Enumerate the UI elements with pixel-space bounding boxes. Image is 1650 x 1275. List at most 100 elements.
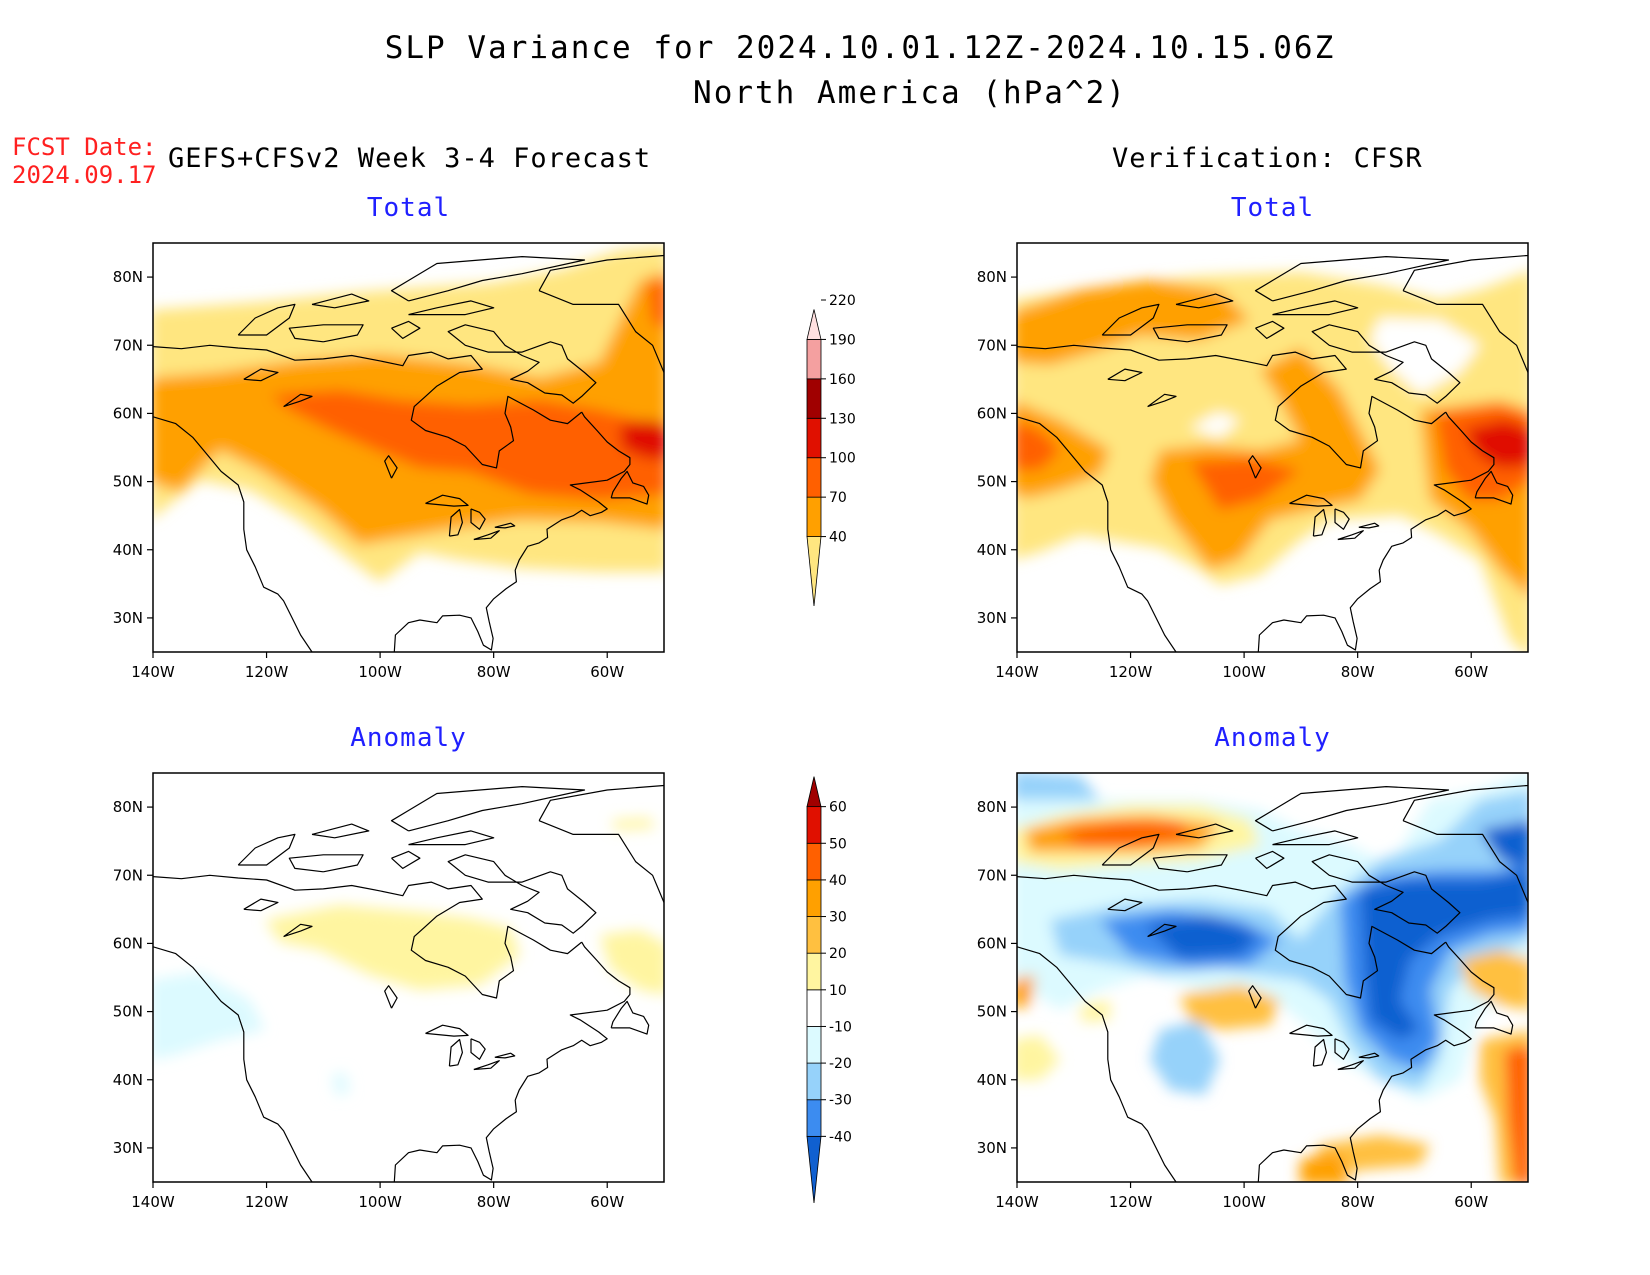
coastline-segment: [1017, 946, 1177, 1182]
lon-tick-label: 60W: [590, 663, 624, 681]
coastline-segment: [1289, 1024, 1333, 1037]
chart-title: SLP Variance for 2024.10.01.12Z-2024.10.…: [384, 30, 1336, 66]
fcst-total-frame: [152, 242, 665, 653]
total-colorbar-swatch: [806, 457, 822, 498]
coastline-segment: [447, 854, 597, 934]
map-frames: [152, 242, 1529, 1183]
lat-tick-label: 80N: [113, 268, 143, 286]
anomaly-colorbar-swatch: [806, 916, 822, 954]
coastline-segment: [470, 1038, 486, 1060]
lon-tick-label: 120W: [1109, 1193, 1153, 1211]
total-colorbar-swatch: [806, 417, 822, 459]
coastline-segment: [473, 1060, 500, 1071]
coastline-segment: [1255, 850, 1285, 869]
lat-tick-label: 30N: [113, 609, 143, 627]
lon-tick-label: 140W: [995, 663, 1039, 681]
lat-tick-label: 70N: [977, 336, 1007, 354]
anomaly-colorbar-label: -30: [829, 1093, 852, 1109]
fcst-anomaly-title: Anomaly: [350, 723, 467, 753]
fcst-date-label: FCST Date:: [12, 133, 157, 161]
coastline-segment: [384, 985, 398, 1009]
coastline-segment: [447, 324, 597, 404]
anomaly-colorbar-label: -40: [829, 1129, 852, 1145]
coastline-segment: [1358, 1052, 1380, 1059]
coastline-segment: [425, 1024, 469, 1037]
anomaly-colorbar-label: 30: [829, 910, 847, 926]
total-colorbar-label: 100: [829, 451, 856, 467]
coastline-segment: [1255, 320, 1285, 339]
total-colorbar-label: 220: [829, 293, 856, 309]
coastline-segment: [1175, 293, 1234, 309]
coastline-segment: [283, 923, 313, 938]
coastline-segment: [237, 833, 296, 866]
lat-tick-label: 30N: [977, 1139, 1007, 1157]
anomaly-colorbar-swatch: [806, 879, 822, 917]
chart-subtitle: North America (hPa^2): [693, 75, 1127, 111]
lon-tick-label: 100W: [1222, 663, 1266, 681]
coastline-segment: [1248, 455, 1262, 479]
coastline-segment: [1147, 393, 1177, 408]
lat-tick-label: 80N: [113, 798, 143, 816]
coastline-segment: [1337, 530, 1364, 541]
lon-tick-label: 120W: [245, 663, 289, 681]
coastline-segment: [1272, 300, 1359, 316]
anomaly-colorbar-swatch: [806, 952, 822, 991]
coastline-segment: [390, 256, 586, 302]
anomaly-colorbar-triangle-high: [806, 776, 822, 808]
lon-tick-label: 60W: [1454, 663, 1488, 681]
lat-tick-label: 30N: [977, 609, 1007, 627]
lat-tick-label: 70N: [113, 866, 143, 884]
coastline-segment: [283, 393, 313, 408]
anomaly-colorbar-label: 10: [829, 983, 847, 999]
coastline-segment: [243, 368, 279, 382]
coastline-segment: [1107, 898, 1143, 912]
coastline-segment: [1107, 368, 1143, 382]
lat-tick-label: 70N: [977, 866, 1007, 884]
coastline-segment: [1017, 344, 1447, 469]
lon-tick-label: 100W: [358, 1193, 402, 1211]
lon-tick-label: 80W: [1341, 1193, 1375, 1211]
coastline-segment: [311, 823, 370, 839]
lat-tick-label: 60N: [977, 934, 1007, 952]
coastline-segment: [1312, 508, 1327, 537]
coastline-segment: [153, 416, 313, 652]
coastline-segment: [408, 830, 495, 846]
coastline-segment: [448, 1038, 463, 1067]
ver-anomaly-title: Anomaly: [1214, 723, 1331, 753]
coastline-segment: [1257, 941, 1495, 1182]
lon-tick-label: 140W: [131, 1193, 175, 1211]
coastline-segment: [390, 786, 586, 832]
lat-tick-label: 50N: [977, 473, 1007, 491]
anomaly-colorbar: -40 -30 -20 -10 10 20 30 40 50 60: [806, 776, 852, 1204]
anomaly-colorbar-swatch: [806, 1026, 822, 1064]
anomaly-colorbar-label: 40: [829, 873, 847, 889]
coastlines: [153, 254, 1528, 1182]
coastline-segment: [1289, 494, 1333, 507]
total-colorbar-triangle-high: [806, 309, 822, 340]
ver-total-coastline: [1017, 254, 1528, 652]
coastline-segment: [494, 522, 516, 529]
lat-tick-label: 40N: [113, 1071, 143, 1089]
fcst-anomaly-field: [153, 773, 664, 1182]
fcst-anom-coastline: [153, 784, 664, 1182]
coastline-segment: [1358, 522, 1380, 529]
anomaly-colorbar-swatch: [806, 989, 822, 1027]
ver-total-field: [1017, 243, 1528, 652]
coastline-segment: [1337, 1060, 1364, 1071]
coastline-segment: [1152, 324, 1228, 343]
coastline-segment: [384, 455, 398, 479]
coastline-segment: [237, 303, 296, 336]
fcst-total-field: [153, 243, 664, 652]
coastline-segment: [391, 850, 421, 869]
coastline-segment: [610, 1000, 650, 1035]
coastline-segment: [408, 300, 495, 316]
lat-tick-label: 60N: [113, 934, 143, 952]
coastline-segment: [1334, 1038, 1350, 1060]
coastline-segment: [1402, 784, 1528, 904]
coastline-segment: [1311, 854, 1461, 934]
lat-tick-label: 40N: [113, 541, 143, 559]
lon-tick-label: 140W: [995, 1193, 1039, 1211]
coastline-segment: [1474, 1000, 1514, 1035]
coastline-segment: [153, 946, 313, 1182]
total-colorbar: 40 70 100 130 160 190 220: [806, 293, 856, 607]
